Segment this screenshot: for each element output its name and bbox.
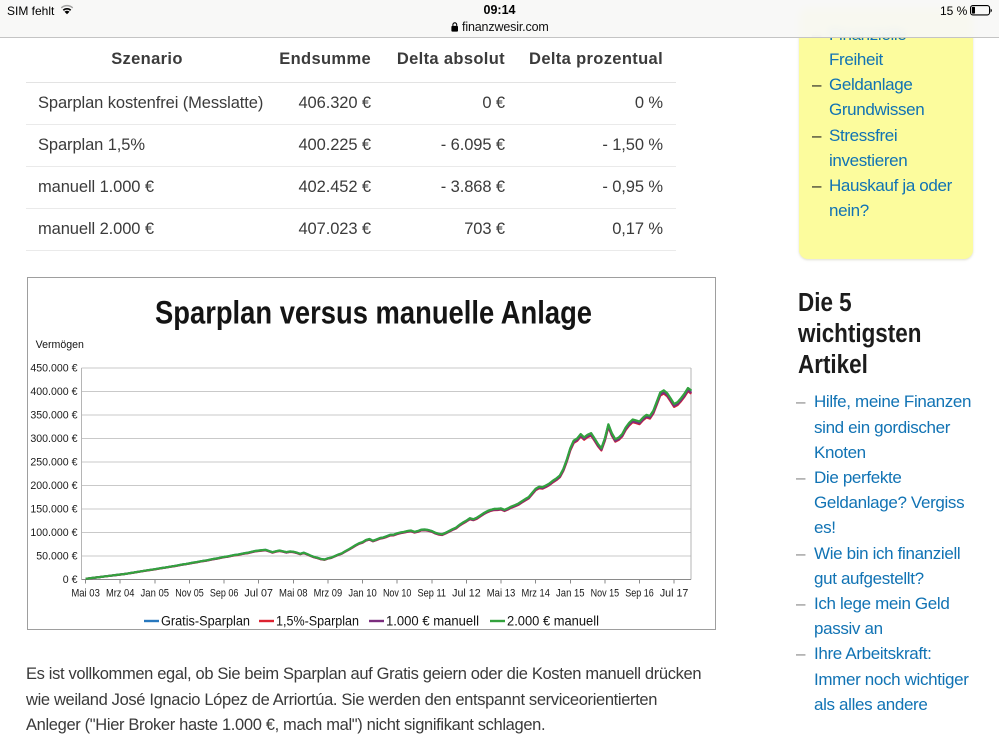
svg-text:400.000 €: 400.000 € bbox=[30, 386, 77, 398]
svg-text:350.000 €: 350.000 € bbox=[30, 410, 77, 422]
svg-text:Nov 15: Nov 15 bbox=[591, 588, 620, 600]
svg-text:Nov 05: Nov 05 bbox=[175, 588, 204, 600]
svg-text:200.000 €: 200.000 € bbox=[30, 480, 77, 492]
svg-text:250.000 €: 250.000 € bbox=[30, 457, 77, 469]
svg-text:1.000 € manuell: 1.000 € manuell bbox=[386, 614, 479, 629]
svg-text:Sep 11: Sep 11 bbox=[418, 588, 447, 600]
svg-text:Mai 03: Mai 03 bbox=[71, 588, 100, 600]
svg-text:450.000 €: 450.000 € bbox=[30, 363, 77, 375]
svg-text:300.000 €: 300.000 € bbox=[30, 433, 77, 445]
svg-text:Mai 08: Mai 08 bbox=[279, 588, 308, 600]
svg-text:Jul 07: Jul 07 bbox=[244, 588, 273, 600]
svg-text:100.000 €: 100.000 € bbox=[30, 527, 77, 539]
svg-text:50.000 €: 50.000 € bbox=[36, 551, 77, 563]
svg-text:Nov 10: Nov 10 bbox=[383, 588, 412, 600]
svg-text:Mrz 14: Mrz 14 bbox=[521, 588, 550, 600]
svg-text:Jan 10: Jan 10 bbox=[348, 588, 377, 600]
svg-text:Vermögen: Vermögen bbox=[36, 339, 84, 351]
svg-text:150.000 €: 150.000 € bbox=[30, 504, 77, 516]
svg-text:Mrz 04: Mrz 04 bbox=[106, 588, 135, 600]
svg-text:Mrz 09: Mrz 09 bbox=[314, 588, 343, 600]
svg-text:Jan 15: Jan 15 bbox=[556, 588, 585, 600]
svg-text:Sparplan versus manuelle Anlag: Sparplan versus manuelle Anlage bbox=[155, 294, 592, 330]
svg-text:Jan 05: Jan 05 bbox=[141, 588, 170, 600]
svg-text:1,5%-Sparplan: 1,5%-Sparplan bbox=[276, 614, 359, 629]
svg-text:Jul 17: Jul 17 bbox=[660, 588, 689, 600]
svg-text:Mai 13: Mai 13 bbox=[487, 588, 516, 600]
svg-text:2.000 € manuell: 2.000 € manuell bbox=[507, 614, 599, 629]
svg-text:Jul 12: Jul 12 bbox=[452, 588, 481, 600]
svg-text:0 €: 0 € bbox=[63, 574, 78, 586]
svg-text:Gratis-Sparplan: Gratis-Sparplan bbox=[161, 614, 250, 629]
svg-text:Sep 16: Sep 16 bbox=[625, 588, 654, 600]
svg-text:Sep 06: Sep 06 bbox=[210, 588, 239, 600]
